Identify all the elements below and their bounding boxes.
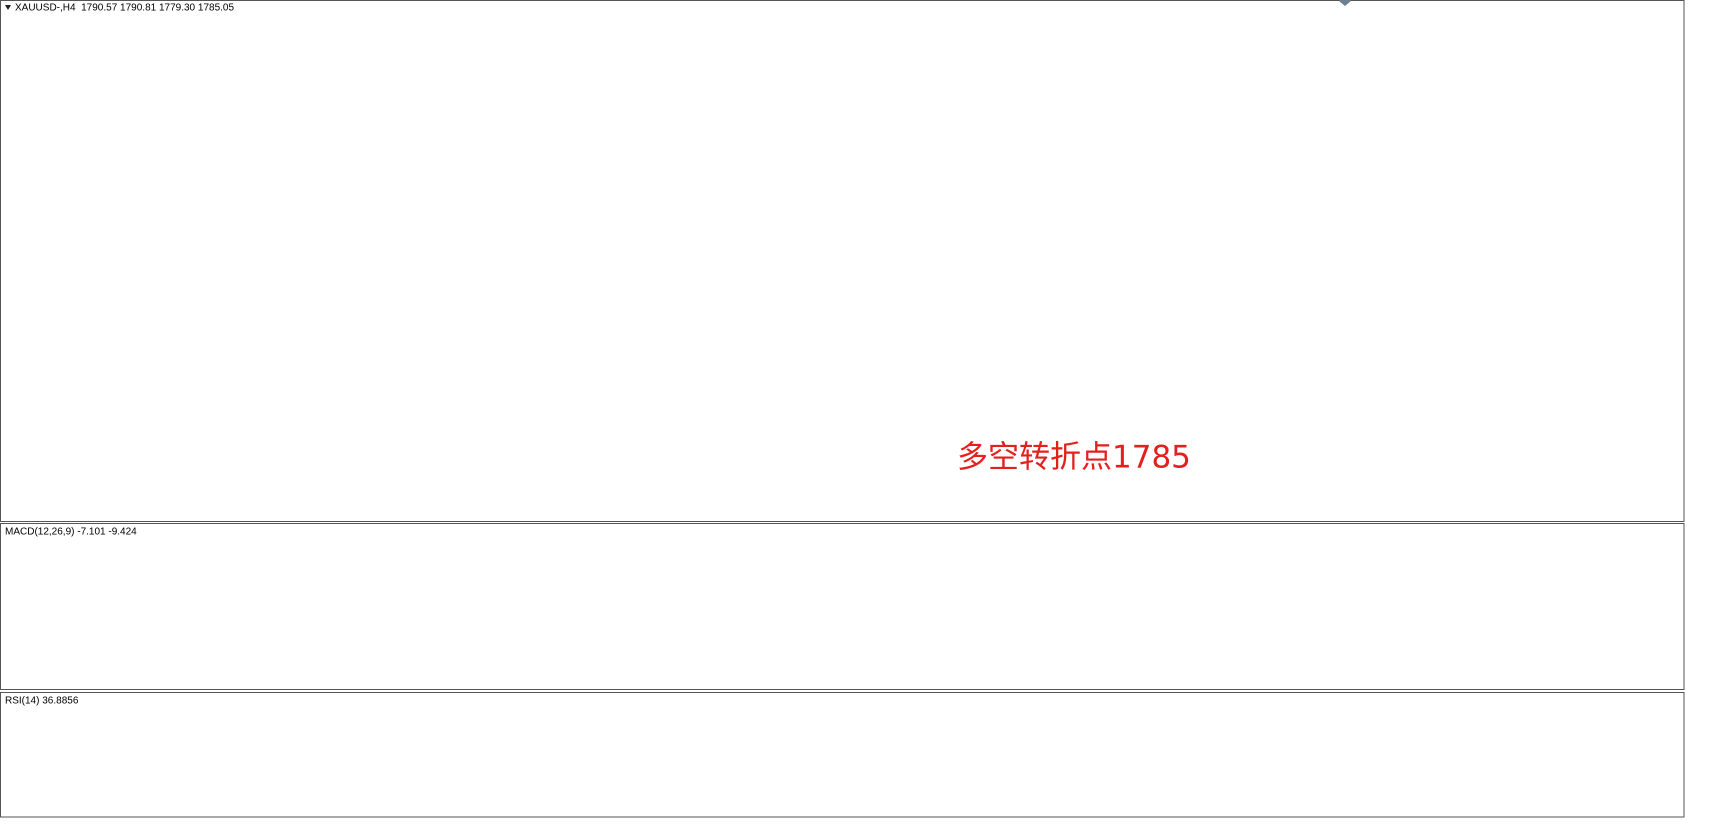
menu-arrow[interactable] — [5, 5, 11, 10]
shift-marker[interactable] — [1339, 0, 1351, 6]
annotation: 多空转折点1785 — [957, 440, 1191, 476]
macd-panel-frame — [0, 523, 1685, 690]
symbol-header: XAUUSD-,H4 1790.57 1790.81 1779.30 1785.… — [15, 3, 234, 14]
macd-header: MACD(12,26,9) -7.101 -9.424 — [5, 527, 137, 538]
rsi-header: RSI(14) 36.8856 — [5, 696, 79, 707]
main-panel-frame — [0, 0, 1685, 522]
rsi-panel-frame — [0, 692, 1685, 818]
